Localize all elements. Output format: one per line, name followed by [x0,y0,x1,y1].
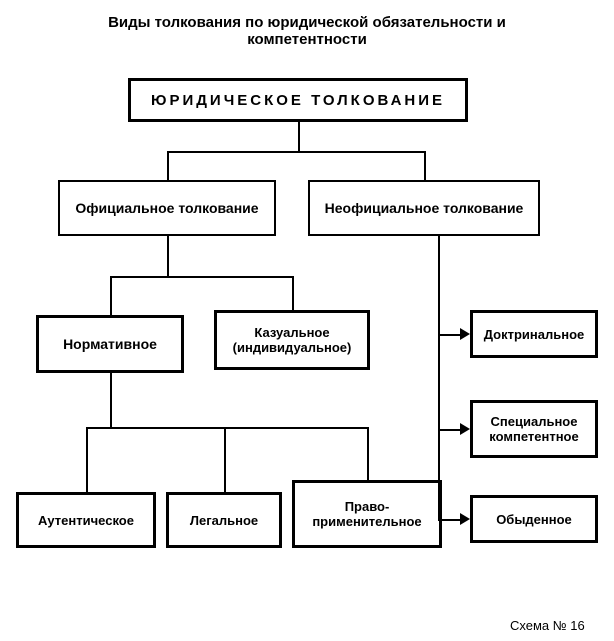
node-legal: Легальное [166,492,282,548]
node-authentic: Аутентическое [16,492,156,548]
node-root: ЮРИДИЧЕСКОЕ ТОЛКОВАНИЕ [128,78,468,122]
node-doctrinal: Доктринальное [470,310,598,358]
node-casual: Казуальное (индивидуальное) [214,310,370,370]
node-applied: Право- применительное [292,480,442,548]
node-special: Специальное компетентное [470,400,598,458]
diagram-footer: Схема № 16 [510,618,585,633]
diagram-title: Виды толкования по юридической обязатель… [70,14,544,48]
node-normative: Нормативное [36,315,184,373]
node-ordinary: Обыденное [470,495,598,543]
node-official: Официальное толкование [58,180,276,236]
node-unofficial: Неофициальное толкование [308,180,540,236]
diagram-stage: Виды толкования по юридической обязатель… [0,0,614,641]
